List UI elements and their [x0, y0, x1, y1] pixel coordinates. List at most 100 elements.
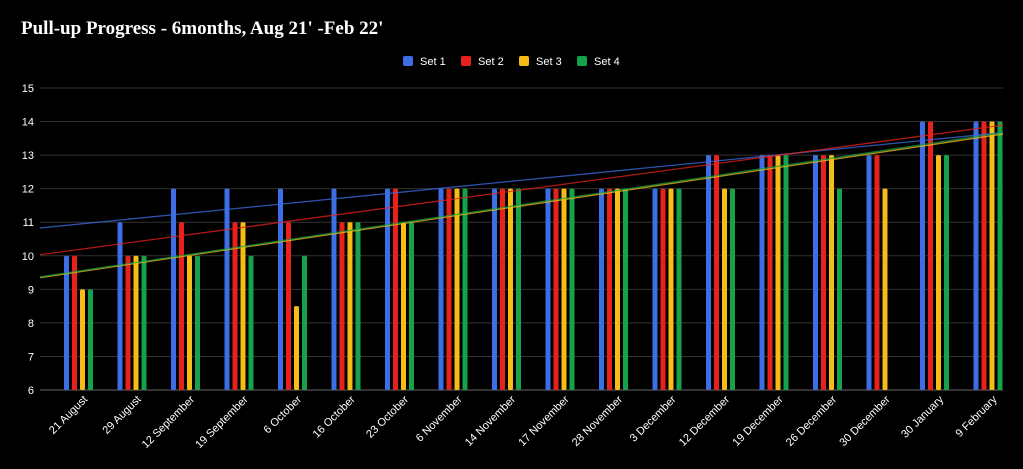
- trendline-set-2: [39, 124, 1004, 256]
- bar-set-2: [339, 222, 345, 390]
- trendline-set-1: [39, 131, 1004, 229]
- bar-set-4: [569, 188, 575, 390]
- bar-set-3: [615, 188, 620, 390]
- bar-set-1: [759, 155, 765, 390]
- bar-set-2: [767, 155, 773, 390]
- bar-set-2: [446, 188, 452, 390]
- y-tick-label: 6: [28, 385, 34, 397]
- bar-set-4: [355, 222, 361, 390]
- x-tick-label: 12 December: [677, 393, 732, 448]
- bar-set-3: [989, 121, 995, 391]
- legend-label: Set 3: [536, 56, 562, 68]
- bar-set-4: [141, 255, 147, 390]
- bar-set-4: [248, 255, 254, 390]
- legend-swatch: [403, 56, 413, 66]
- legend-label: Set 2: [478, 56, 504, 68]
- bar-set-3: [133, 255, 139, 390]
- bar-set-3: [936, 155, 941, 390]
- y-tick-label: 12: [22, 184, 34, 196]
- x-tick-label: 23 October: [364, 393, 411, 440]
- x-tick-label: 19 December: [730, 393, 785, 448]
- bar-set-4: [516, 188, 521, 390]
- bar-set-1: [545, 188, 551, 390]
- bar-set-2: [981, 121, 987, 391]
- y-tick-label: 8: [28, 318, 34, 330]
- bar-set-3: [294, 306, 299, 390]
- bar-set-2: [179, 222, 184, 390]
- bar-set-3: [668, 188, 674, 390]
- bar-set-1: [973, 121, 979, 391]
- bar-set-2: [821, 155, 826, 390]
- bar-set-4: [837, 188, 842, 390]
- bar-set-3: [722, 188, 727, 390]
- x-tick-label: 6 November: [414, 393, 465, 444]
- x-tick-label: 30 January: [899, 393, 946, 440]
- y-tick-label: 15: [22, 83, 34, 95]
- legend-swatch: [577, 56, 587, 66]
- bar-set-2: [928, 121, 933, 391]
- y-tick-label: 7: [28, 351, 34, 363]
- bar-set-4: [676, 188, 682, 390]
- legend-swatch: [461, 56, 471, 66]
- bar-set-3: [347, 222, 353, 390]
- legend-item: Set 3: [519, 56, 562, 68]
- x-tick-label: 17 November: [516, 393, 571, 448]
- trendline-set-4: [39, 131, 1004, 278]
- bar-set-4: [195, 255, 200, 390]
- x-tick-label: 3 December: [628, 393, 679, 444]
- y-tick-label: 13: [22, 150, 34, 162]
- legend-label: Set 4: [594, 56, 620, 68]
- x-tick-label: 28 November: [570, 393, 625, 448]
- x-tick-label: 19 September: [193, 393, 251, 451]
- x-tick-label: 12 September: [140, 393, 198, 451]
- bar-set-2: [553, 188, 559, 390]
- bar-set-2: [232, 222, 238, 390]
- bar-set-1: [438, 188, 444, 390]
- legend-item: Set 2: [461, 56, 504, 68]
- bar-set-4: [783, 155, 789, 390]
- x-tick-label: 6 October: [261, 393, 304, 436]
- bar-set-3: [401, 222, 406, 390]
- bar-set-4: [409, 222, 414, 390]
- bar-set-3: [561, 188, 567, 390]
- legend-item: Set 4: [577, 56, 620, 68]
- bar-set-1: [117, 222, 123, 390]
- bar-set-3: [454, 188, 460, 390]
- legend-swatch: [519, 56, 529, 66]
- bar-set-3: [80, 289, 85, 390]
- bar-set-1: [224, 188, 230, 390]
- bar-set-1: [813, 155, 818, 390]
- legend-item: Set 1: [403, 56, 446, 68]
- y-tick-label: 10: [22, 251, 34, 263]
- bar-set-1: [278, 188, 283, 390]
- bar-set-2: [500, 188, 505, 390]
- bar-set-2: [393, 188, 398, 390]
- bar-set-4: [997, 121, 1003, 391]
- trendline-set-3: [39, 133, 1004, 279]
- bar-set-3: [882, 188, 888, 390]
- bar-set-1: [599, 188, 604, 390]
- bar-set-1: [331, 188, 337, 390]
- bar-set-4: [88, 289, 93, 390]
- bar-set-1: [866, 155, 872, 390]
- bar-set-2: [286, 222, 291, 390]
- x-tick-label: 29 August: [101, 394, 144, 437]
- bar-set-3: [187, 255, 192, 390]
- bar-set-3: [775, 155, 781, 390]
- x-tick-label: 14 November: [463, 393, 518, 448]
- x-tick-label: 21 August: [47, 394, 90, 437]
- bar-set-4: [302, 255, 307, 390]
- bar-set-2: [72, 255, 77, 390]
- bar-set-2: [714, 155, 719, 390]
- y-tick-label: 11: [23, 217, 34, 229]
- bar-set-2: [660, 188, 666, 390]
- bar-set-4: [462, 188, 468, 390]
- bar-set-1: [652, 188, 658, 390]
- x-tick-label: 9 February: [954, 393, 1000, 439]
- bar-set-3: [240, 222, 246, 390]
- bar-set-2: [607, 188, 612, 390]
- bar-set-4: [730, 188, 735, 390]
- chart-title: Pull-up Progress - 6months, Aug 21' -Feb…: [21, 18, 384, 39]
- bar-set-3: [829, 155, 834, 390]
